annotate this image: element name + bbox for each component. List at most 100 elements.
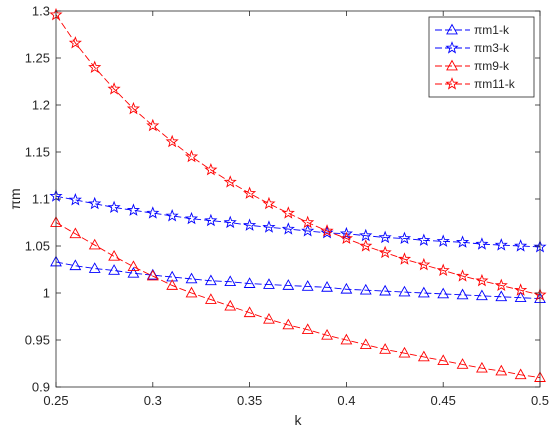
legend-label: πm3-k (474, 41, 510, 55)
data-point (417, 257, 431, 271)
data-point (282, 318, 295, 330)
data-point (243, 218, 257, 231)
data-point (514, 283, 528, 296)
data-point (475, 237, 489, 250)
data-point (165, 209, 179, 222)
data-point (263, 278, 275, 289)
data-point (301, 280, 314, 291)
data-point (378, 245, 392, 259)
data-point (263, 312, 275, 324)
x-tick-label: 0.35 (237, 393, 262, 408)
data-point (224, 299, 237, 311)
y-tick-label: 1.05 (25, 239, 50, 254)
data-point (397, 231, 412, 245)
data-point (456, 235, 470, 248)
data-point (224, 275, 237, 287)
data-point (417, 286, 430, 298)
data-point (88, 196, 102, 210)
data-point (107, 200, 121, 214)
data-point (321, 281, 333, 292)
data-point (514, 368, 527, 380)
y-axis-label: πm (7, 188, 23, 209)
data-point (126, 203, 140, 216)
data-point (68, 193, 82, 206)
data-point (456, 358, 469, 369)
data-point (204, 293, 217, 304)
legend-marker (446, 23, 458, 35)
data-point (262, 196, 276, 210)
data-point (359, 283, 372, 295)
data-point (107, 82, 121, 95)
y-tick-label: 0.9 (32, 380, 50, 395)
data-point (456, 269, 470, 282)
data-point (456, 288, 469, 300)
data-point (166, 279, 179, 290)
data-point (475, 273, 489, 287)
data-point (184, 211, 199, 225)
data-point (165, 134, 179, 148)
series-layer (49, 7, 547, 382)
x-tick-label: 0.4 (337, 393, 355, 408)
data-point (204, 274, 217, 286)
data-point (126, 101, 140, 115)
data-point (494, 278, 508, 292)
data-point (495, 364, 508, 376)
data-point (281, 222, 295, 235)
legend-label: πm1-k (474, 23, 510, 37)
data-point (476, 361, 488, 373)
data-point (359, 338, 372, 350)
data-point (320, 224, 334, 237)
legend-label: πm11-k (474, 77, 516, 91)
data-point (184, 149, 199, 163)
series-2 (49, 189, 547, 253)
data-point (204, 213, 218, 227)
x-axis-label: k (295, 412, 303, 428)
data-point (320, 225, 334, 239)
data-point (223, 175, 237, 188)
data-point (127, 260, 140, 272)
legend-item: πm9-k (435, 59, 510, 73)
data-point (359, 228, 373, 242)
legend-item: πm11-k (435, 77, 516, 91)
data-point (437, 287, 450, 299)
data-point (340, 333, 353, 345)
data-point (436, 234, 450, 247)
data-point (127, 266, 140, 278)
data-point (417, 233, 431, 246)
data-point (494, 238, 508, 251)
data-point (514, 239, 528, 252)
data-point (436, 263, 450, 277)
data-point (476, 289, 488, 301)
data-point (68, 36, 82, 49)
x-tick-label: 0.45 (431, 393, 456, 408)
x-tick-label: 0.25 (43, 393, 68, 408)
data-point (398, 285, 411, 297)
series-4 (49, 7, 547, 301)
y-tick-label: 1.3 (32, 4, 50, 19)
y-tick-label: 1.2 (32, 98, 50, 113)
data-point (398, 346, 411, 358)
data-point (321, 328, 333, 340)
data-point (378, 230, 392, 244)
data-point (243, 277, 256, 288)
data-point (88, 238, 101, 250)
data-point (262, 220, 276, 233)
data-point (146, 269, 159, 281)
x-tick-label: 0.3 (144, 393, 162, 408)
data-point (146, 118, 160, 132)
data-point (301, 215, 315, 229)
y-tick-label: 1.1 (32, 192, 50, 207)
legend-marker (445, 41, 459, 54)
data-point (243, 306, 256, 318)
y-tick-label: 1.25 (25, 51, 50, 66)
data-point (108, 264, 120, 275)
data-point (379, 343, 392, 354)
legend-marker (446, 59, 458, 71)
data-point (282, 279, 295, 290)
legend: πm1-k πm3-k πm9-k πm11-k (428, 16, 535, 98)
data-point (223, 215, 237, 229)
legend-item: πm1-k (435, 23, 510, 37)
data-point (397, 252, 412, 265)
data-point (69, 259, 82, 271)
data-point (185, 286, 198, 298)
